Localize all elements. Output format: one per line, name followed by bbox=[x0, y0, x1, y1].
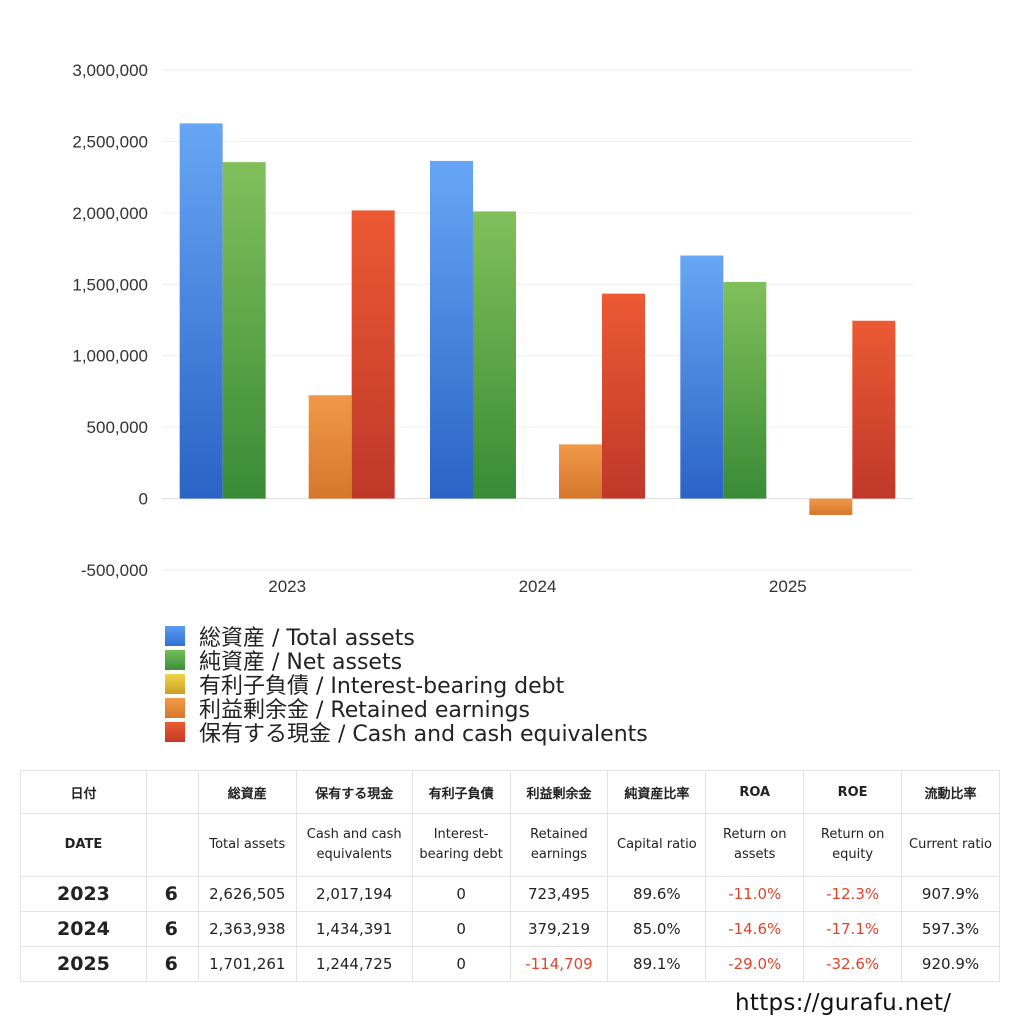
header-cell: Current ratio bbox=[901, 813, 1000, 877]
bar bbox=[852, 320, 896, 499]
financial-table: 日付 総資産 保有する現金 有利子負債 利益剰余金 純資産比率 ROA ROE … bbox=[20, 770, 1000, 982]
table-header-en: DATE Total assets Cash and cash equivale… bbox=[20, 813, 1000, 877]
row-month: 6 bbox=[145, 946, 199, 982]
legend-swatch bbox=[165, 674, 185, 694]
legend-swatch bbox=[165, 650, 185, 670]
bar bbox=[179, 123, 223, 499]
header-cell: Cash and cash equivalents bbox=[295, 813, 413, 877]
cell-cash: 2,017,194 bbox=[295, 876, 413, 912]
header-cell: 純資産比率 bbox=[607, 770, 707, 814]
y-tick-label: 2,000,000 bbox=[72, 204, 148, 223]
bar bbox=[308, 395, 352, 499]
cell-retained: 723,495 bbox=[509, 876, 609, 912]
header-cell: Return on equity bbox=[803, 813, 903, 877]
row-month: 6 bbox=[145, 876, 199, 912]
source-url: https://gurafu.net/ bbox=[735, 990, 952, 1016]
x-tick-label: 2023 bbox=[268, 577, 306, 596]
header-cell: Capital ratio bbox=[607, 813, 707, 877]
bar bbox=[680, 255, 724, 499]
legend-label: 総資産 / Total assets bbox=[199, 626, 415, 651]
cell-total-assets: 2,363,938 bbox=[197, 911, 297, 947]
legend-item-net-assets: 純資産 / Net assets bbox=[165, 648, 648, 675]
cell-current-ratio: 920.9% bbox=[901, 946, 1000, 982]
legend-item-cash: 保有する現金 / Cash and cash equivalents bbox=[165, 720, 648, 747]
header-cell: Retained earnings bbox=[509, 813, 609, 877]
legend-item-interest-bearing-debt: 有利子負債 / Interest-bearing debt bbox=[165, 672, 648, 699]
cell-roe: -12.3% bbox=[803, 876, 903, 912]
header-cell: 保有する現金 bbox=[295, 770, 413, 814]
y-tick-label: 3,000,000 bbox=[72, 61, 148, 80]
bar-chart: 3,000,000 2,500,000 2,000,000 1,500,000 1,00… bbox=[72, 61, 913, 596]
legend-swatch bbox=[165, 698, 185, 718]
cell-cash: 1,244,725 bbox=[295, 946, 413, 982]
y-tick-label: 2,500,000 bbox=[72, 132, 148, 151]
header-cell: 有利子負債 bbox=[411, 770, 511, 814]
header-cell: Total assets bbox=[197, 813, 297, 877]
header-cell: Return on assets bbox=[705, 813, 805, 877]
x-tick-label: 2024 bbox=[519, 577, 557, 596]
legend-item-total-assets: 総資産 / Total assets bbox=[165, 624, 648, 651]
y-tick-label: -500,000 bbox=[81, 561, 148, 580]
cell-roe: -32.6% bbox=[803, 946, 903, 982]
legend-item-retained-earnings: 利益剰余金 / Retained earnings bbox=[165, 696, 648, 723]
row-month: 6 bbox=[145, 911, 199, 947]
header-cell: 利益剰余金 bbox=[509, 770, 609, 814]
cell-debt: 0 bbox=[411, 946, 511, 982]
legend-swatch bbox=[165, 626, 185, 646]
bar bbox=[473, 211, 516, 499]
header-cell: 日付 bbox=[20, 770, 147, 814]
bar bbox=[602, 293, 645, 499]
y-tick-label: 1,000,000 bbox=[72, 347, 148, 366]
table-row: 2023 6 2,626,505 2,017,194 0 723,495 89.… bbox=[20, 876, 1000, 912]
cell-debt: 0 bbox=[411, 911, 511, 947]
cell-capital-ratio: 89.6% bbox=[607, 876, 707, 912]
cell-roa: -11.0% bbox=[705, 876, 805, 912]
y-tick-label: 0 bbox=[139, 490, 148, 509]
header-cell bbox=[145, 813, 199, 877]
table-row: 2024 6 2,363,938 1,434,391 0 379,219 85.… bbox=[20, 911, 1000, 947]
legend-label: 純資産 / Net assets bbox=[199, 650, 403, 675]
cell-current-ratio: 597.3% bbox=[901, 911, 1000, 947]
header-cell bbox=[145, 770, 199, 814]
row-year: 2023 bbox=[20, 876, 147, 912]
row-year: 2025 bbox=[20, 946, 147, 982]
header-cell: 総資産 bbox=[197, 770, 297, 814]
bar bbox=[559, 444, 602, 499]
header-cell: 流動比率 bbox=[901, 770, 1000, 814]
y-tick-label: 1,500,000 bbox=[72, 275, 148, 294]
cell-total-assets: 1,701,261 bbox=[197, 946, 297, 982]
cell-roe: -17.1% bbox=[803, 911, 903, 947]
bar bbox=[430, 160, 473, 499]
legend-swatch bbox=[165, 722, 185, 742]
cell-roa: -14.6% bbox=[705, 911, 805, 947]
row-year: 2024 bbox=[20, 911, 147, 947]
legend-label: 保有する現金 / Cash and cash equivalents bbox=[199, 722, 648, 747]
chart-legend: 総資産 / Total assets 純資産 / Net assets 有利子負… bbox=[165, 624, 648, 747]
bar bbox=[723, 282, 767, 499]
table-header-jp: 日付 総資産 保有する現金 有利子負債 利益剰余金 純資産比率 ROA ROE … bbox=[20, 770, 1000, 814]
bar bbox=[809, 498, 853, 515]
cell-capital-ratio: 89.1% bbox=[607, 946, 707, 982]
cell-capital-ratio: 85.0% bbox=[607, 911, 707, 947]
table-row: 2025 6 1,701,261 1,244,725 0 -114,709 89… bbox=[20, 946, 1000, 982]
y-tick-label: 500,000 bbox=[87, 418, 148, 437]
header-cell: ROE bbox=[803, 770, 903, 814]
cell-current-ratio: 907.9% bbox=[901, 876, 1000, 912]
x-tick-label: 2025 bbox=[769, 577, 807, 596]
cell-roa: -29.0% bbox=[705, 946, 805, 982]
cell-cash: 1,434,391 bbox=[295, 911, 413, 947]
cell-retained: 379,219 bbox=[509, 911, 609, 947]
header-cell: DATE bbox=[20, 813, 147, 877]
legend-label: 利益剰余金 / Retained earnings bbox=[199, 698, 530, 723]
cell-total-assets: 2,626,505 bbox=[197, 876, 297, 912]
bar bbox=[222, 162, 266, 499]
header-cell: Interest-bearing debt bbox=[411, 813, 511, 877]
header-cell: ROA bbox=[705, 770, 805, 814]
cell-retained: -114,709 bbox=[509, 946, 609, 982]
legend-label: 有利子負債 / Interest-bearing debt bbox=[199, 674, 565, 699]
bar bbox=[351, 210, 395, 499]
cell-debt: 0 bbox=[411, 876, 511, 912]
